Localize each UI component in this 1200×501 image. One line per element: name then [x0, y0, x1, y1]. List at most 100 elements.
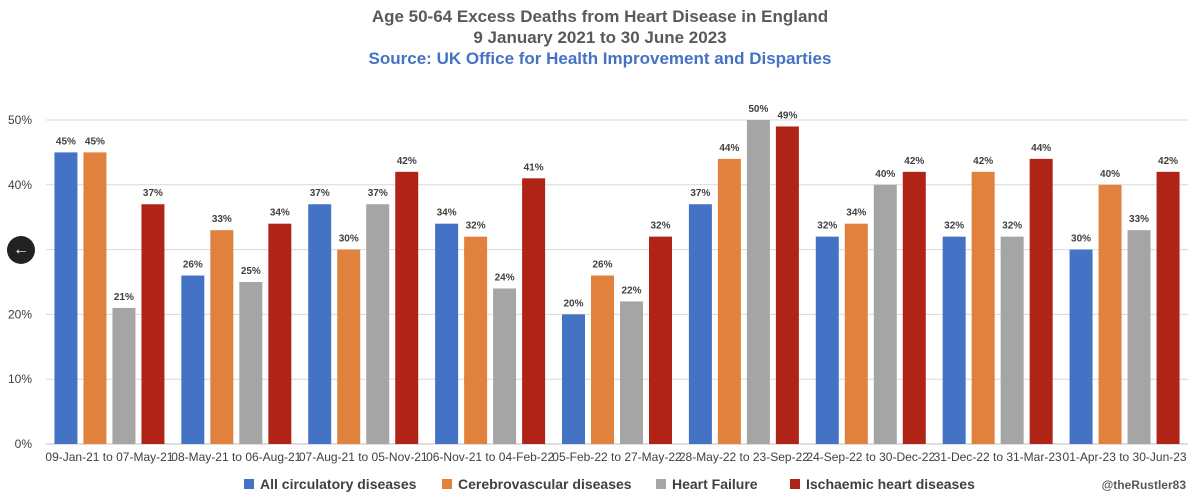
legend-swatch	[244, 479, 254, 489]
bar	[522, 178, 546, 444]
data-label: 22%	[621, 285, 641, 296]
bar	[268, 223, 292, 444]
bar	[1000, 236, 1024, 444]
data-label: 21%	[114, 292, 134, 303]
data-label: 40%	[875, 169, 895, 180]
data-label: 49%	[777, 110, 797, 121]
data-label: 37%	[310, 188, 330, 199]
x-tick-label: 09-Jan-21 to 07-May-21	[45, 450, 173, 464]
bar	[649, 236, 672, 444]
data-label: 42%	[904, 156, 924, 167]
y-tick-label: 40%	[8, 178, 32, 192]
data-label: 37%	[368, 188, 388, 199]
data-label: 45%	[85, 136, 105, 147]
chart-legend: All circulatory diseases Cerebrovascular …	[0, 476, 1200, 496]
chart-subtitle: 9 January 2021 to 30 June 2023	[473, 28, 727, 47]
bar	[1029, 158, 1053, 444]
y-tick-label: 10%	[8, 372, 32, 386]
data-label: 44%	[719, 143, 739, 154]
data-label: 25%	[241, 266, 261, 277]
x-tick-label: 08-May-21 to 06-Aug-21	[171, 450, 301, 464]
bar	[112, 307, 136, 444]
x-tick-label: 05-Feb-22 to 27-May-22	[552, 450, 682, 464]
data-label: 32%	[1002, 221, 1022, 232]
bar	[308, 204, 332, 444]
x-tick-label: 28-May-22 to 23-Sep-22	[679, 450, 809, 464]
x-tick-label: 31-Dec-22 to 31-Mar-23	[934, 450, 1062, 464]
data-label: 30%	[1071, 234, 1091, 245]
bar	[54, 152, 78, 444]
legend-swatch	[442, 479, 452, 489]
bar	[873, 184, 897, 445]
bar	[83, 152, 107, 444]
bar	[337, 249, 361, 444]
data-label: 34%	[437, 208, 457, 219]
data-label: 26%	[183, 260, 203, 271]
data-label: 20%	[563, 298, 583, 309]
back-button[interactable]: ←	[7, 236, 35, 264]
data-label: 42%	[1158, 156, 1178, 167]
data-label: 32%	[817, 221, 837, 232]
bar	[1156, 171, 1180, 444]
data-label: 33%	[1129, 214, 1149, 225]
bar	[1098, 184, 1122, 445]
bar	[141, 204, 165, 444]
chart-source: Source: UK Office for Health Improvement…	[368, 49, 832, 68]
bar	[717, 158, 741, 444]
data-label: 32%	[944, 221, 964, 232]
data-label: 44%	[1031, 143, 1051, 154]
legend-item: Cerebrovascular diseases	[442, 476, 632, 492]
legend-item: All circulatory diseases	[244, 476, 416, 492]
bar	[971, 171, 995, 444]
data-label: 26%	[592, 260, 612, 271]
bar	[1069, 249, 1093, 444]
legend-label: All circulatory diseases	[260, 476, 417, 492]
bar	[942, 236, 966, 444]
legend-item: Heart Failure	[656, 476, 758, 492]
bar	[775, 126, 799, 444]
bar	[1127, 230, 1151, 444]
x-tick-label: 07-Aug-21 to 05-Nov-21	[299, 450, 428, 464]
arrow-left-icon: ←	[13, 241, 29, 258]
data-label: 34%	[270, 208, 290, 219]
legend-label: Cerebrovascular diseases	[458, 476, 632, 492]
bar	[395, 171, 419, 444]
bar	[815, 236, 839, 444]
bar	[562, 314, 585, 444]
legend-label: Heart Failure	[672, 476, 758, 492]
data-label: 40%	[1100, 169, 1120, 180]
x-tick-label: 24-Sep-22 to 30-Dec-22	[806, 450, 935, 464]
y-tick-label: 0%	[15, 437, 33, 451]
data-label: 33%	[212, 214, 232, 225]
data-label: 30%	[339, 234, 359, 245]
bar	[620, 301, 643, 444]
data-label: 42%	[397, 156, 417, 167]
x-tick-label: 06-Nov-21 to 04-Feb-22	[426, 450, 554, 464]
y-tick-label: 20%	[8, 307, 32, 321]
data-label: 37%	[690, 188, 710, 199]
chart-titles: Age 50-64 Excess Deaths from Heart Disea…	[0, 6, 1200, 69]
data-label: 41%	[524, 162, 544, 173]
data-label: 32%	[466, 221, 486, 232]
data-label: 37%	[143, 188, 163, 199]
bar	[493, 288, 517, 444]
bar	[366, 204, 390, 444]
y-tick-label: 50%	[8, 113, 32, 127]
data-label: 45%	[56, 136, 76, 147]
data-label: 50%	[748, 104, 768, 115]
chart-title: Age 50-64 Excess Deaths from Heart Disea…	[371, 7, 829, 26]
data-label: 42%	[973, 156, 993, 167]
legend-swatch	[790, 479, 800, 489]
legend-swatch	[656, 479, 666, 489]
x-tick-label: 01-Apr-23 to 30-Jun-23	[1063, 450, 1187, 464]
bar	[688, 204, 712, 444]
bar	[844, 223, 868, 444]
author-credit: @theRustler83	[1101, 478, 1186, 492]
bar	[210, 230, 234, 444]
bar	[591, 275, 614, 444]
data-label: 24%	[495, 272, 515, 283]
bar	[746, 120, 770, 444]
bar	[902, 171, 926, 444]
bar	[239, 282, 263, 444]
